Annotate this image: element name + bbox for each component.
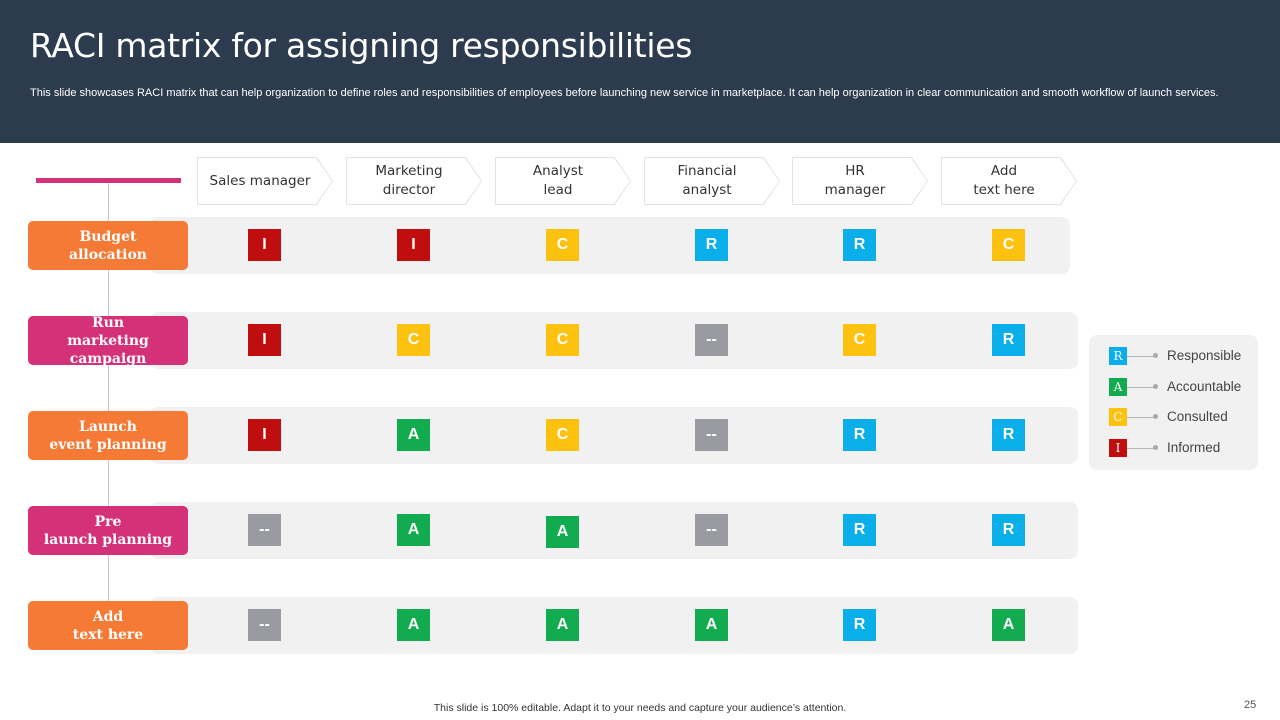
footer-note: This slide is 100% editable. Adapt it to… <box>433 702 847 714</box>
raci-cell: -- <box>695 324 728 356</box>
legend-swatch: C <box>1109 408 1127 426</box>
row-label: Add text here <box>28 601 188 650</box>
row-band <box>150 597 1078 654</box>
row-band <box>150 407 1078 464</box>
legend-swatch: I <box>1109 439 1127 457</box>
legend-connector <box>1127 447 1155 449</box>
legend-dot <box>1153 353 1158 358</box>
raci-cell: R <box>843 229 876 261</box>
page-number: 25 <box>1244 699 1257 711</box>
raci-cell: I <box>397 229 430 261</box>
raci-cell: R <box>992 419 1025 451</box>
raci-cell: A <box>992 609 1025 641</box>
raci-cell: C <box>843 324 876 356</box>
column-header: Marketing director <box>347 158 481 204</box>
legend-dot <box>1153 414 1158 419</box>
legend-label: Accountable <box>1167 379 1242 394</box>
legend-label: Consulted <box>1167 409 1228 424</box>
raci-cell: C <box>397 324 430 356</box>
raci-cell: R <box>843 419 876 451</box>
raci-cell: A <box>397 609 430 641</box>
legend-item: I Informed <box>1109 439 1249 457</box>
column-header: Add text here <box>942 158 1076 204</box>
raci-cell: A <box>397 419 430 451</box>
raci-cell: -- <box>248 609 281 641</box>
column-header-label: Analyst lead <box>532 163 584 198</box>
legend-dot <box>1153 445 1158 450</box>
column-header-label: Sales manager <box>209 172 311 189</box>
row-connector-line <box>108 183 109 633</box>
raci-cell: I <box>248 324 281 356</box>
row-label: Pre launch planning <box>28 506 188 555</box>
column-header: HR manager <box>793 158 927 204</box>
legend-connector <box>1127 355 1155 357</box>
raci-cell: -- <box>248 514 281 546</box>
raci-cell: A <box>695 609 728 641</box>
raci-cell: A <box>546 516 579 548</box>
raci-cell: R <box>843 514 876 546</box>
header-bar: RACI matrix for assigning responsibiliti… <box>0 0 1280 143</box>
raci-cell: C <box>546 419 579 451</box>
raci-cell: C <box>992 229 1025 261</box>
column-header-label: HR manager <box>824 163 886 198</box>
raci-cell: I <box>248 419 281 451</box>
raci-cell: R <box>843 609 876 641</box>
raci-cell: R <box>992 324 1025 356</box>
legend-connector <box>1127 386 1155 388</box>
raci-cell: -- <box>695 514 728 546</box>
legend-connector <box>1127 416 1155 418</box>
legend-item: R Responsible <box>1109 347 1249 365</box>
raci-cell: C <box>546 229 579 261</box>
row-band <box>150 502 1078 559</box>
raci-cell: R <box>992 514 1025 546</box>
row-label: Budget allocation <box>28 221 188 270</box>
legend-dot <box>1153 384 1158 389</box>
column-header-label: Add text here <box>973 163 1035 198</box>
raci-cell: -- <box>695 419 728 451</box>
legend-label: Responsible <box>1167 348 1242 363</box>
row-label: Run marketing campaign <box>28 315 188 367</box>
row-band <box>150 312 1078 369</box>
raci-cell: R <box>695 229 728 261</box>
column-header: Financial analyst <box>645 158 779 204</box>
column-header-label: Financial analyst <box>677 163 737 198</box>
raci-cell: C <box>546 324 579 356</box>
raci-cell: A <box>397 514 430 546</box>
row-label: Launch event planning <box>28 411 188 460</box>
accent-line <box>36 178 181 183</box>
row-band <box>150 217 1070 274</box>
legend-label: Informed <box>1167 440 1221 455</box>
column-header: Analyst lead <box>496 158 630 204</box>
legend-swatch: A <box>1109 378 1127 396</box>
raci-cell: A <box>546 609 579 641</box>
page-title: RACI matrix for assigning responsibiliti… <box>30 26 693 65</box>
column-header-label: Marketing director <box>375 163 443 198</box>
legend-item: A Accountable <box>1109 378 1249 396</box>
legend-item: C Consulted <box>1109 408 1249 426</box>
column-header: Sales manager <box>198 158 332 204</box>
page-subtitle: This slide showcases RACI matrix that ca… <box>30 87 1219 99</box>
legend: R Responsible A Accountable C Consulted I Infor… <box>1089 335 1258 470</box>
raci-cell: I <box>248 229 281 261</box>
legend-swatch: R <box>1109 347 1127 365</box>
